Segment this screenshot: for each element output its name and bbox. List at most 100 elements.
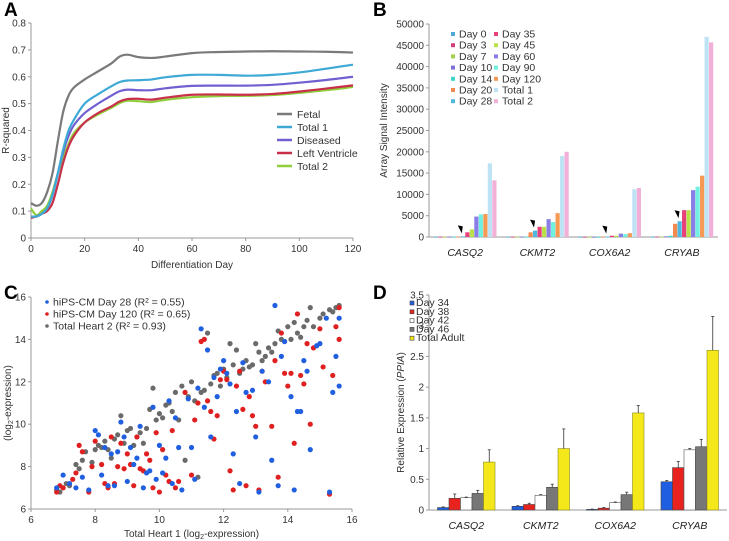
scatter-point [105,483,111,489]
bar-cryab-total-1 [704,36,709,237]
scatter-point [118,419,124,425]
y-tick-label: 0 [418,233,424,244]
scatter-point [301,358,307,364]
x-axis-label: Differentiation Day [151,260,233,271]
scatter-point [153,430,159,436]
scatter-point [224,377,230,383]
bar-casq2-day-90 [478,214,483,237]
legend-swatch [494,54,498,59]
scatter-point [281,338,288,345]
scatter-point [285,383,291,389]
scatter-point [326,489,333,495]
scatter-point [124,451,130,457]
scatter-point [137,430,143,436]
y-axis-label: (log2-expression) [3,365,15,441]
y-tick-label: 0 [20,234,26,245]
bar-cryab-total-adult [706,349,719,511]
scatter-point [95,432,102,438]
scatter-point [336,305,342,311]
scatter-point [272,302,278,309]
scatter-point [198,326,204,332]
y-tick-label: 1.5 [410,413,424,424]
scatter-point [249,362,256,368]
scatter-point [304,317,310,323]
legend-swatch [409,318,415,323]
scatter-point [182,389,188,395]
legend-label: Day 60 [502,51,535,63]
scatter-point [253,423,259,429]
bar-casq2-day-3 [438,236,443,238]
bar-ckmt2-total-adult [557,448,570,511]
bar-cox6a2-day-34 [586,509,599,511]
scatter-point [330,372,336,379]
bar-cryab-day-28 [677,221,682,237]
x-tick-label: 120 [345,244,362,255]
y-tick-label: 30000 [396,105,424,116]
legend-label: Day 90 [502,62,535,74]
legend-swatch [451,32,455,36]
scatter-point [188,379,195,385]
y-tick-label: 12 [15,377,27,388]
scatter-point [76,442,82,448]
scatter-point [272,358,278,364]
bar-cox6a2-day-10 [591,236,596,238]
x-axis-label: Total Heart 1 (log2-expression) [124,529,259,541]
scatter-point [73,461,79,468]
scatter-point [79,449,85,455]
legend-label: Day 14 [459,73,492,85]
legend-label: Day 35 [502,29,535,41]
legend-label: Day 10 [459,62,492,74]
scatter-point [70,476,76,482]
scatter-point [201,387,207,393]
bar-cox6a2-day-60 [618,233,623,237]
scatter-point [317,341,323,347]
scatter-point [317,326,323,332]
bar-casq2-day-45 [469,229,474,237]
scatter-point [259,368,265,374]
x-tick-label: 100 [291,244,308,255]
x-tick-label: 8 [92,515,98,526]
scatter-point [118,440,124,446]
legend-label: Diseased [297,135,341,147]
scatter-point [150,404,156,410]
scatter-point [76,466,82,472]
scatter-point [333,324,339,330]
y-tick-label: 8 [20,462,26,473]
scatter-point [317,315,323,321]
arrowhead-marker-icon [530,219,536,228]
bar-casq2-day-14 [451,236,456,238]
scatter-point [204,347,211,353]
scatter-point [336,383,342,389]
scatter-point [102,444,108,451]
legend-swatch [451,88,455,92]
legend-label: hiPS-CM Day 28 (R² = 0.55) [53,297,185,309]
series-line-fetal [30,50,354,207]
category-label: CKMT2 [520,247,556,259]
bar-cox6a2-day-120 [627,233,632,237]
scatter-point [275,474,281,480]
scatter-point [73,485,79,491]
bar-cryab-day-0 [650,236,655,238]
scatter-point [118,413,124,419]
scatter-point [201,336,207,342]
scatter-point [124,478,130,485]
scatter-point [233,383,240,389]
legend-label: Day 3 [459,40,487,52]
legend-swatch [45,300,49,304]
scatter-point [230,362,236,368]
scatter-point [195,385,201,391]
legend-swatch [494,76,498,81]
legend-label: Total 1 [297,122,328,134]
scatter-point [224,370,230,376]
panel-letter-c: C [4,283,18,304]
scatter-point [230,451,236,457]
bar-cox6a2-day-7 [587,236,592,238]
y-tick-label: 3 [418,321,424,332]
panel-letter-b: B [373,0,387,21]
scatter-point [275,483,281,489]
legend-swatch [494,88,498,92]
scatter-point [259,358,265,364]
scatter-point [169,427,175,434]
y-tick-label: 20000 [396,147,424,158]
y-tick-label: 0.8 [12,19,26,30]
